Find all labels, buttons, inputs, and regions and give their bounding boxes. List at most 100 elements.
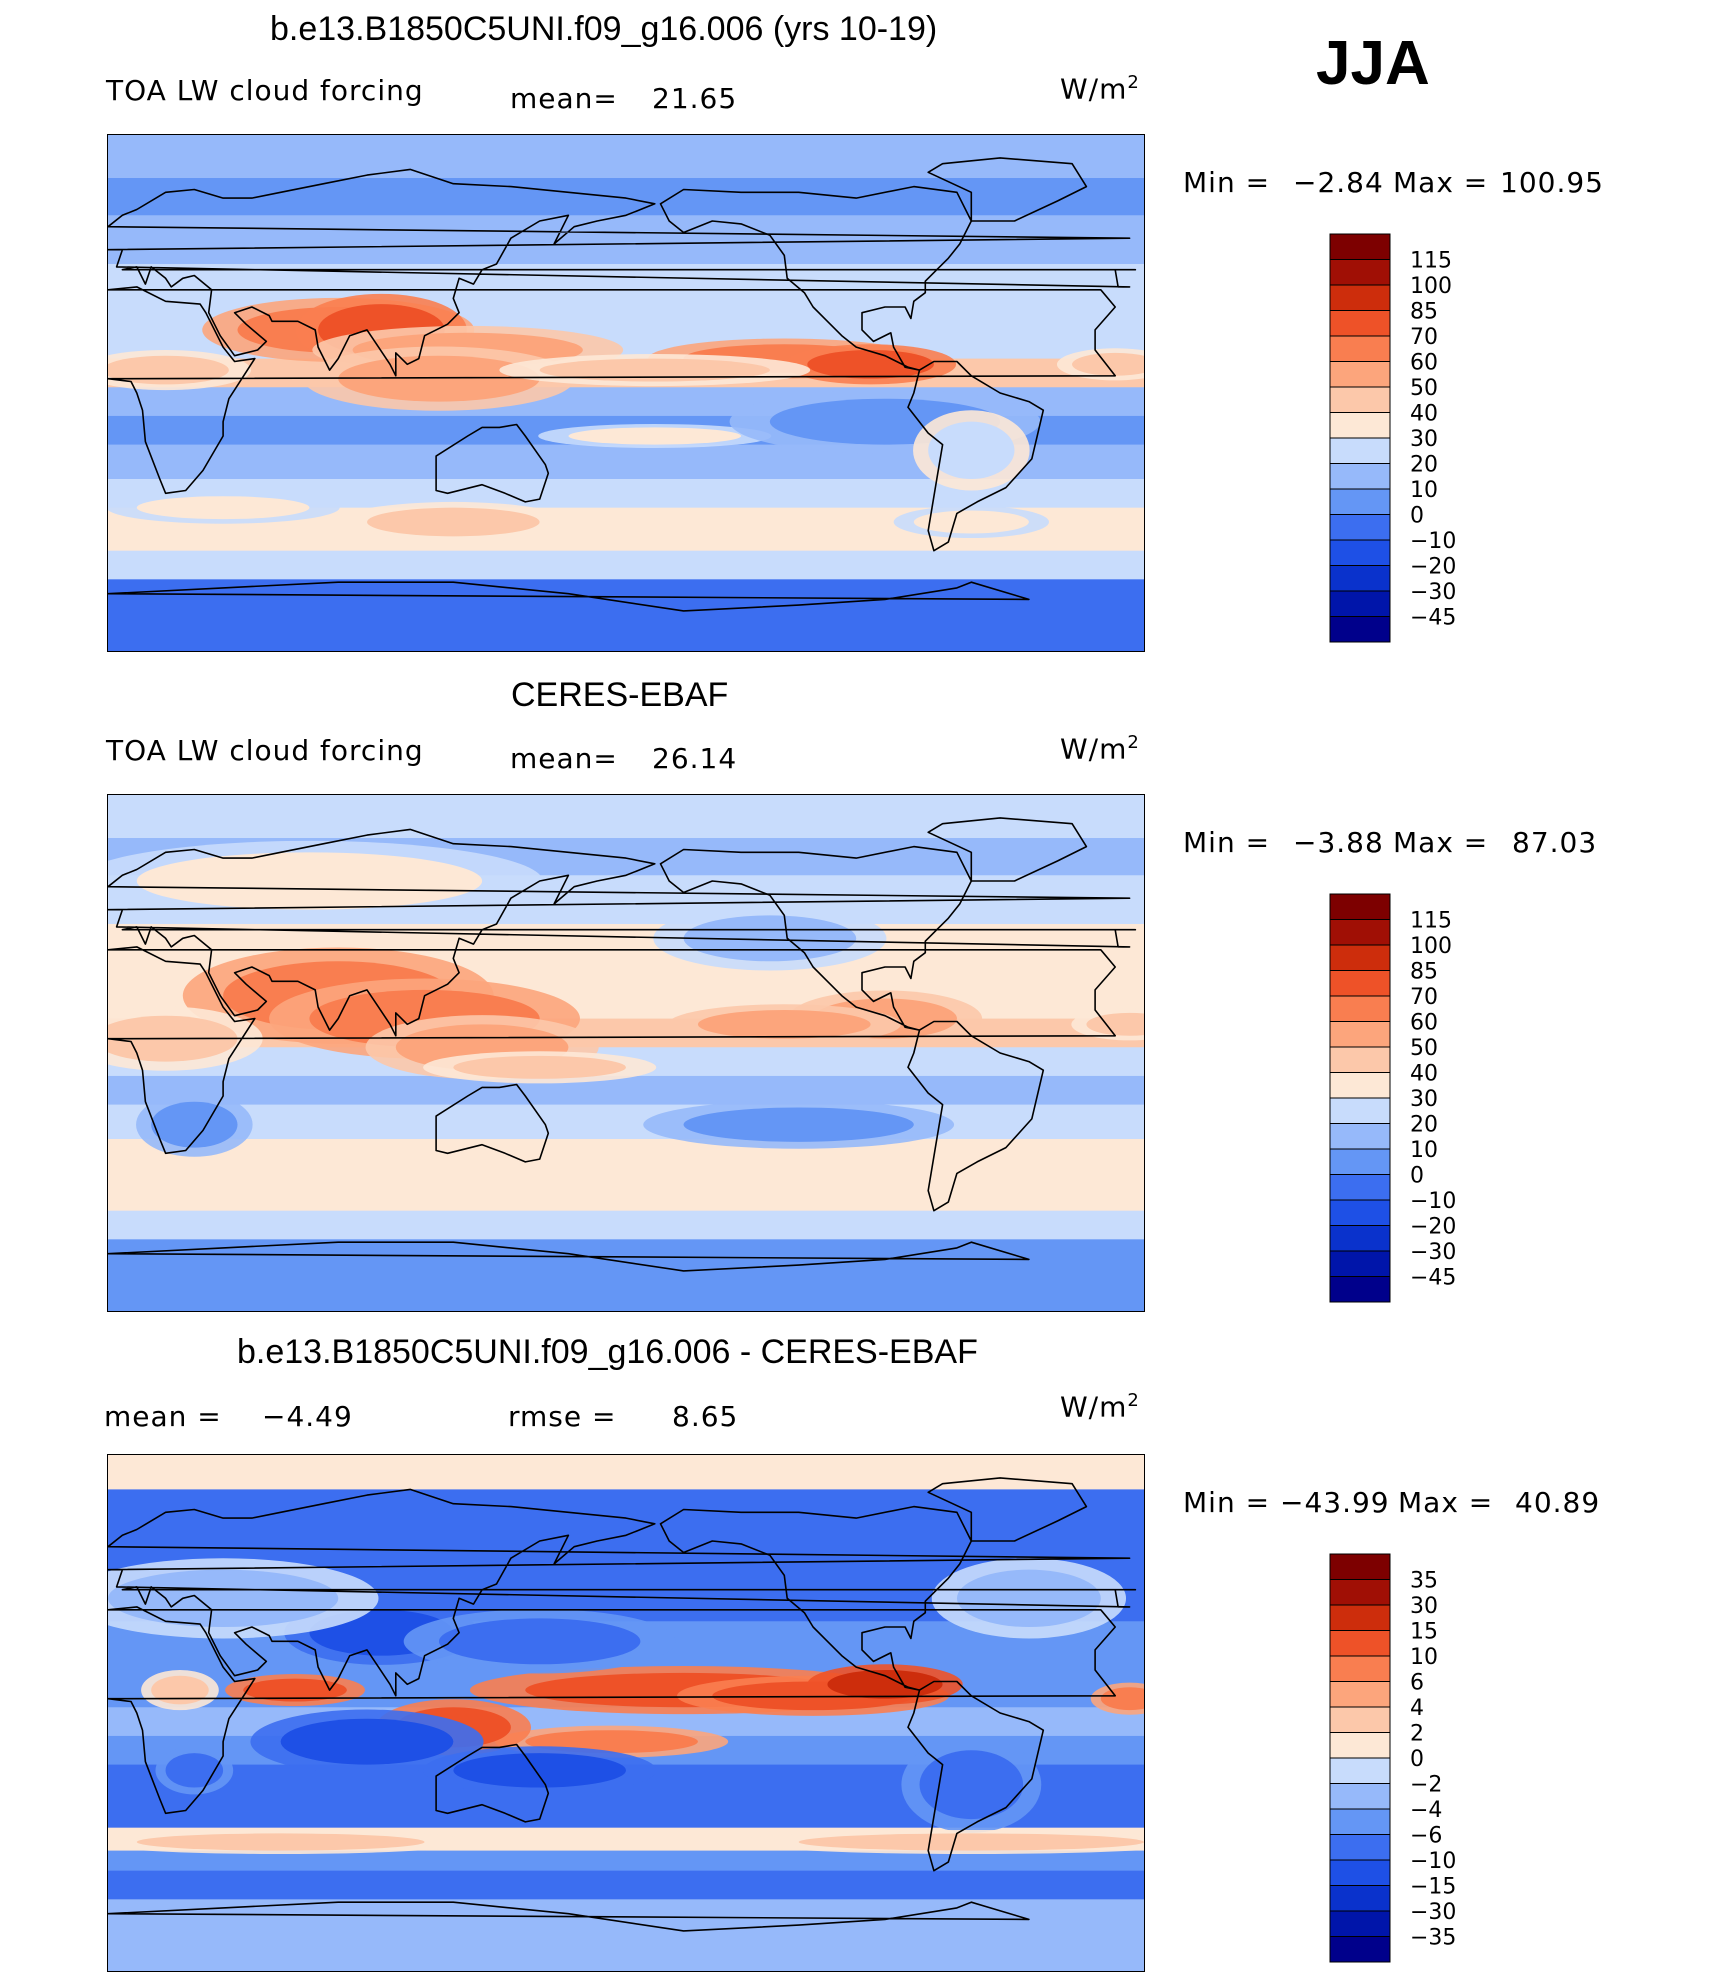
zonal-band <box>108 1182 1144 1212</box>
colorbar-box <box>1329 1579 1391 1606</box>
colorbar-tick-label: 20 <box>1410 1113 1438 1138</box>
panel-2-map <box>107 794 1145 1312</box>
coastline <box>108 1241 1030 1272</box>
panel-3-min-value: −43.99 <box>1280 1486 1390 1519</box>
anomaly-core <box>1072 352 1144 376</box>
colorbar-box <box>1329 1199 1391 1226</box>
panel-3-max-value: 40.89 <box>1515 1486 1601 1519</box>
panel-2-min-value: −3.88 <box>1293 826 1384 859</box>
colorbar-box <box>1329 893 1391 920</box>
colorbar-box <box>1329 463 1391 490</box>
coastline <box>435 1083 550 1163</box>
colorbar-tick-label: −10 <box>1410 1189 1456 1214</box>
zonal-band <box>108 135 1144 179</box>
coastline <box>659 845 973 1031</box>
anomaly-core <box>151 1675 209 1705</box>
colorbar-tick-label: 30 <box>1410 1087 1438 1112</box>
anomaly-core <box>683 1107 914 1142</box>
anomaly-core <box>367 507 540 537</box>
colorbar-box <box>1329 1553 1391 1580</box>
panel-1-variable-label: TOA LW cloud forcing <box>106 74 424 107</box>
panel-2-title: CERES-EBAF <box>511 676 729 714</box>
coastlines <box>108 1477 1137 1932</box>
colorbar-tick-label: −10 <box>1410 1849 1456 1874</box>
colorbar-tick-label: 50 <box>1410 376 1438 401</box>
colorbar-box <box>1329 1148 1391 1175</box>
panel-2-min-label: Min = <box>1183 826 1271 859</box>
colorbar-tick-label: −45 <box>1410 1266 1456 1291</box>
panel-1-max-label: Max = <box>1393 166 1489 199</box>
colorbar-box <box>1329 1732 1391 1759</box>
colorbar-box <box>1329 488 1391 515</box>
anomaly-core <box>697 1010 871 1039</box>
colorbar-tick-label: 60 <box>1410 1011 1438 1036</box>
coastline <box>927 157 1088 222</box>
colorbar-box <box>1329 233 1391 260</box>
colorbar-box <box>1329 1225 1391 1252</box>
zonal-band <box>108 1850 1144 1872</box>
colorbar-tick-label: 100 <box>1410 274 1452 299</box>
panel-1-mean-value: 21.65 <box>652 82 738 115</box>
anomaly-core <box>539 358 770 382</box>
colorbar-box <box>1329 335 1391 362</box>
colorbar-box <box>1329 361 1391 388</box>
colorbar-box <box>1329 514 1391 541</box>
colorbar-box <box>1329 284 1391 311</box>
colorbar-tick-label: 0 <box>1410 1164 1424 1189</box>
panel-3-min-label: Min = <box>1183 1486 1271 1519</box>
colorbar-tick-label: −10 <box>1410 529 1456 554</box>
colorbar-box <box>1329 590 1391 617</box>
colorbar-tick-label: −45 <box>1410 606 1456 631</box>
panel-3-map-field <box>108 1455 1144 1971</box>
panel-3-max-label: Max = <box>1398 1486 1494 1519</box>
colorbar-box <box>1329 995 1391 1022</box>
coastline <box>927 1477 1088 1542</box>
zonal-band <box>108 1899 1144 1971</box>
colorbar-box <box>1329 1859 1391 1886</box>
anomaly-core <box>919 1750 1024 1820</box>
panel-1-max-value: 100.95 <box>1500 166 1604 199</box>
colorbar-box <box>1329 1276 1391 1303</box>
coastline <box>435 1743 550 1823</box>
panel-1-map <box>107 134 1145 652</box>
panel-2-max-value: 87.03 <box>1512 826 1598 859</box>
anomaly-core <box>280 1718 454 1765</box>
colorbar-box <box>1329 412 1391 439</box>
coastlines <box>108 817 1137 1272</box>
coastline <box>927 817 1088 882</box>
zonal-band <box>108 1104 1144 1140</box>
colorbar-tick-label: 35 <box>1410 1569 1438 1594</box>
panel-3-units: W/m2 <box>1060 1390 1140 1424</box>
colorbar-tick-label: −30 <box>1410 580 1456 605</box>
coastline <box>435 423 550 503</box>
anomaly-core <box>338 355 540 402</box>
colorbar-tick-label: −20 <box>1410 1215 1456 1240</box>
coastline <box>108 946 1116 1155</box>
colorbar-tick-label: 20 <box>1410 453 1438 478</box>
anomaly-core <box>453 1055 626 1079</box>
panel-2-mean-label: mean= <box>510 742 618 775</box>
zonal-band <box>108 1870 1144 1901</box>
colorbar-box <box>1329 1808 1391 1835</box>
colorbar-box <box>1329 1021 1391 1048</box>
colorbar-tick-label: −30 <box>1410 1900 1456 1925</box>
colorbar-box <box>1329 1097 1391 1124</box>
colorbar-tick-label: 115 <box>1410 249 1452 274</box>
coastline <box>108 168 1137 377</box>
coastline <box>907 1020 1045 1212</box>
coastlines <box>108 157 1137 612</box>
colorbar-tick-label: −15 <box>1410 1875 1456 1900</box>
coastline <box>108 828 1137 1037</box>
anomaly-core <box>108 355 229 385</box>
colorbar-box <box>1329 1630 1391 1657</box>
colorbar-tick-label: 50 <box>1410 1036 1438 1061</box>
colorbar-box <box>1329 1604 1391 1631</box>
colorbar-tick-label: 85 <box>1410 300 1438 325</box>
colorbar-box <box>1329 1885 1391 1912</box>
anomaly-core <box>956 1569 1101 1627</box>
panel-1-units: W/m2 <box>1060 72 1140 106</box>
colorbar-tick-label: −4 <box>1410 1798 1442 1823</box>
panel-1-colorbar: 115 100 85 70 60 50 40 30 20 10 0 −10 −20 −30 −45 <box>1328 232 1528 651</box>
coastline <box>108 1606 1116 1815</box>
